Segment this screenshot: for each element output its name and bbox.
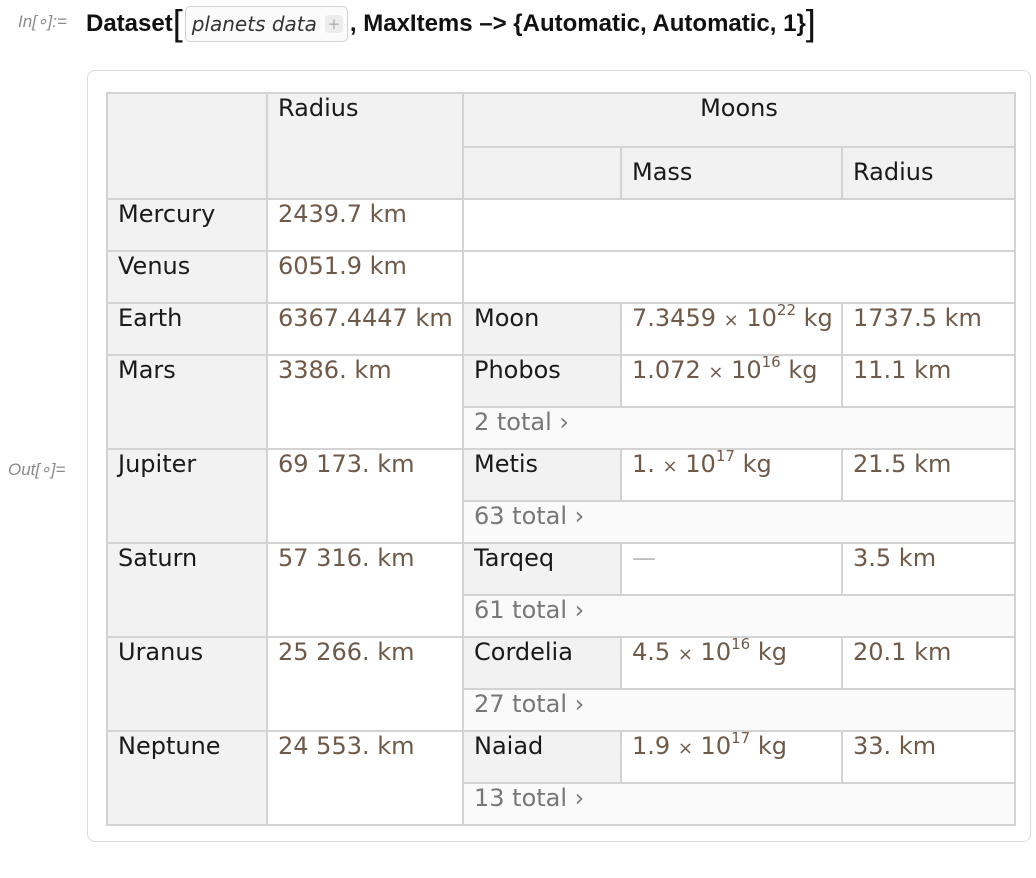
times-symbol: × <box>662 456 678 477</box>
moon-radius-cell[interactable]: 1737.5 km <box>841 302 1016 356</box>
input-expression[interactable]: Dataset [ planets data + , MaxItems –> {… <box>86 4 816 44</box>
planet-radius-cell[interactable]: 6051.9 km <box>266 250 464 304</box>
moons-total-link[interactable]: 13 total › <box>462 782 1016 826</box>
moon-name-cell[interactable]: Cordelia <box>462 636 622 690</box>
times-symbol: × <box>677 738 693 759</box>
table-row[interactable]: Venus 6051.9 km <box>106 250 1016 304</box>
moon-radius-cell[interactable]: 3.5 km <box>841 542 1016 596</box>
planet-name-cell[interactable]: Mars <box>106 354 268 450</box>
moon-name-cell[interactable]: Metis <box>462 448 622 502</box>
planet-name-cell[interactable]: Neptune <box>106 730 268 826</box>
output-label: Out[∘]= <box>8 460 66 479</box>
moon-name-cell[interactable]: Moon <box>462 302 622 356</box>
planet-name-cell[interactable]: Venus <box>106 250 268 304</box>
moons-total-row: 2 total › <box>107 406 1016 450</box>
mass-mantissa: 7.3459 <box>632 304 716 332</box>
moon-mass-cell[interactable]: 7.3459 × 1022 kg <box>620 302 843 356</box>
column-header-moons[interactable]: Moons <box>462 92 1016 148</box>
table-row[interactable]: Mars 3386. km Phobos 1.072 × 1016 kg 11.1 km <box>106 354 1016 450</box>
mass-exponent: 16 <box>731 637 751 653</box>
planet-radius-cell[interactable]: 24 553. km <box>266 730 464 826</box>
column-header-mass[interactable]: Mass <box>620 146 843 200</box>
moon-mass-cell[interactable]: 1. × 1017 kg <box>620 448 843 502</box>
moon-mass-cell[interactable]: 1.072 × 1016 kg <box>620 354 843 408</box>
planet-name-cell[interactable]: Jupiter <box>106 448 268 544</box>
planet-name-cell[interactable]: Mercury <box>106 198 268 252</box>
open-bracket: [ <box>172 2 183 43</box>
mass-mantissa: 1. <box>632 450 655 478</box>
moon-radius-cell[interactable]: 33. km <box>841 730 1016 784</box>
plus-icon[interactable]: + <box>324 15 343 33</box>
mass-unit: kg <box>803 304 833 332</box>
mass-unit: kg <box>788 356 818 384</box>
moons-total-link[interactable]: 63 total › <box>462 500 1016 544</box>
mass-unit: kg <box>757 732 787 760</box>
moon-radius-cell[interactable]: 20.1 km <box>841 636 1016 690</box>
power-base: 10 <box>746 304 777 332</box>
times-symbol: × <box>677 644 693 665</box>
moons-total-row: 63 total › <box>107 500 1016 544</box>
moons-empty-cell <box>462 198 1016 252</box>
planet-name-cell[interactable]: Earth <box>106 302 268 356</box>
mass-mantissa: 1.072 <box>632 356 701 384</box>
chip-label: planets data <box>191 12 317 36</box>
planets-data-chip[interactable]: planets data + <box>184 6 348 42</box>
planet-radius-cell[interactable]: 2439.7 km <box>266 198 464 252</box>
close-bracket: ] <box>805 2 816 43</box>
moon-mass-cell[interactable]: 4.5 × 1016 kg <box>620 636 843 690</box>
planet-name-cell[interactable]: Uranus <box>106 636 268 732</box>
corner-header <box>106 92 268 200</box>
mass-unit: kg <box>757 638 787 666</box>
power-base: 10 <box>731 356 762 384</box>
moons-total-link[interactable]: 2 total › <box>462 406 1016 450</box>
power-base: 10 <box>685 450 716 478</box>
planet-radius-cell[interactable]: 57 316. km <box>266 542 464 638</box>
moons-total-link[interactable]: 27 total › <box>462 688 1016 732</box>
column-header-radius[interactable]: Radius <box>266 92 464 200</box>
moon-mass-cell[interactable]: 1.9 × 1017 kg <box>620 730 843 784</box>
table-row[interactable]: Jupiter 69 173. km Metis 1. × 1017 kg 21.5 k… <box>106 448 1016 544</box>
mass-exponent: 22 <box>776 303 796 319</box>
mass-exponent: 16 <box>761 355 781 371</box>
column-header-moon-radius[interactable]: Radius <box>841 146 1016 200</box>
table-row[interactable]: Saturn 57 316. km Tarqeq —3.5 km <box>106 542 1016 638</box>
column-header-moon-name <box>462 146 622 200</box>
planet-radius-cell[interactable]: 69 173. km <box>266 448 464 544</box>
mass-mantissa: 4.5 <box>632 638 671 666</box>
moon-name-cell[interactable]: Tarqeq <box>462 542 622 596</box>
moons-total-row: 27 total › <box>107 688 1016 732</box>
mass-mantissa: 1.9 <box>632 732 671 760</box>
missing-value-cell[interactable]: — <box>620 542 843 596</box>
times-symbol: × <box>723 310 739 331</box>
moon-radius-cell[interactable]: 11.1 km <box>841 354 1016 408</box>
mass-unit: kg <box>742 450 772 478</box>
table-row[interactable]: Neptune 24 553. km Naiad 1.9 × 1017 kg 33. k… <box>106 730 1016 826</box>
moons-empty-cell <box>462 250 1016 304</box>
planet-radius-cell[interactable]: 6367.4447 km <box>266 302 464 356</box>
planet-name-cell[interactable]: Saturn <box>106 542 268 638</box>
moon-radius-cell[interactable]: 21.5 km <box>841 448 1016 502</box>
times-symbol: × <box>708 362 724 383</box>
max-items-option: , MaxItems –> {Automatic, Automatic, 1} <box>349 10 806 37</box>
mass-exponent: 17 <box>715 449 735 465</box>
table-row[interactable]: Uranus 25 266. km Cordelia 4.5 × 1016 kg 20.… <box>106 636 1016 732</box>
dataset-function: Dataset <box>86 10 173 37</box>
table-row[interactable]: Earth 6367.4447 km Moon 7.3459 × 1022 kg 173… <box>106 302 1016 356</box>
moon-name-cell[interactable]: Naiad <box>462 730 622 784</box>
dataset-table: Radius Moons Mass Radius Mercury 2439.7 k… <box>106 92 1016 826</box>
power-base: 10 <box>700 638 732 666</box>
planet-radius-cell[interactable]: 25 266. km <box>266 636 464 732</box>
moon-name-cell[interactable]: Phobos <box>462 354 622 408</box>
moons-total-link[interactable]: 61 total › <box>462 594 1016 638</box>
moons-total-row: 13 total › <box>107 782 1016 826</box>
mass-exponent: 17 <box>731 731 751 747</box>
moons-total-row: 61 total › <box>107 594 1016 638</box>
input-label: In[∘]:= <box>18 12 67 31</box>
table-row[interactable]: Mercury 2439.7 km <box>106 198 1016 252</box>
power-base: 10 <box>700 732 732 760</box>
planet-radius-cell[interactable]: 3386. km <box>266 354 464 450</box>
